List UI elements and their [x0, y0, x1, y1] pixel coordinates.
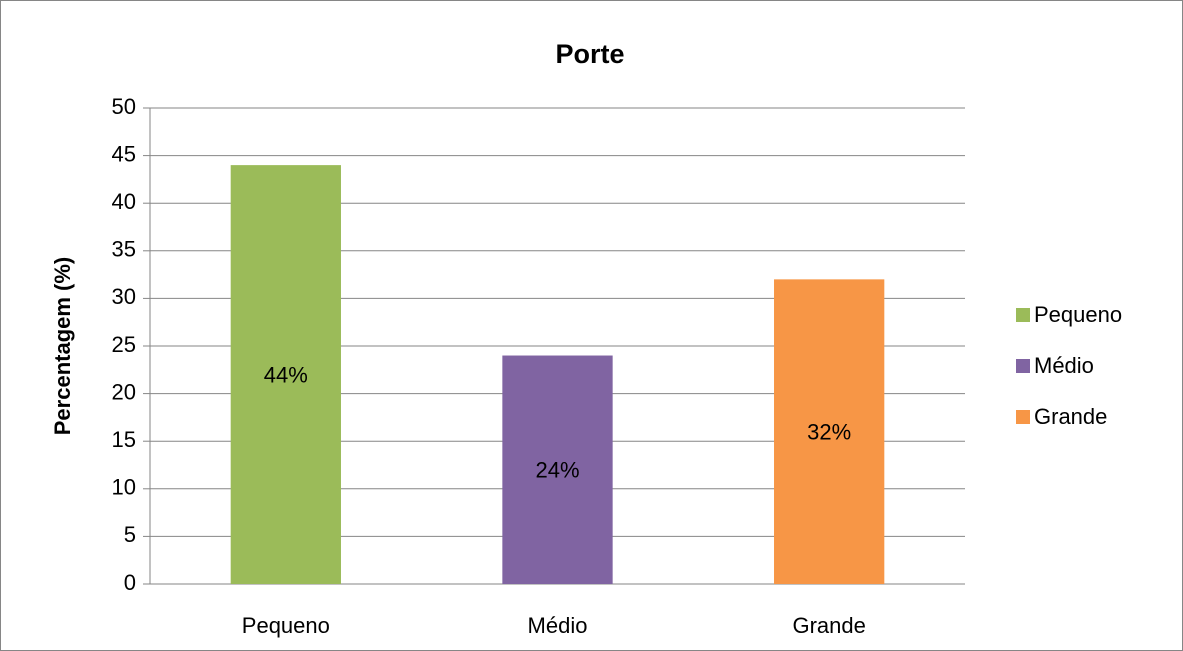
legend-swatch: [1016, 308, 1030, 322]
y-tick-label: 10: [112, 475, 136, 500]
y-tick-label: 40: [112, 189, 136, 214]
y-tick-label: 30: [112, 284, 136, 309]
y-tick-label: 25: [112, 332, 136, 357]
x-tick-label: Pequeno: [242, 613, 330, 638]
x-tick-label: Grande: [792, 613, 865, 638]
bar: [230, 165, 341, 584]
y-tick-label: 35: [112, 237, 136, 262]
data-label: 24%: [535, 458, 579, 483]
bar: [502, 355, 613, 584]
legend-label: Médio: [1034, 353, 1094, 378]
x-tick-label: Médio: [528, 613, 588, 638]
y-tick-label: 15: [112, 427, 136, 452]
chart-title: Porte: [555, 39, 624, 69]
legend-label: Pequeno: [1034, 302, 1122, 327]
legend-label: Grande: [1034, 404, 1107, 429]
y-axis-label: Percentagem (%): [50, 257, 75, 436]
y-tick-label: 45: [112, 141, 136, 166]
y-tick-label: 20: [112, 379, 136, 404]
legend-swatch: [1016, 410, 1030, 424]
data-label: 44%: [264, 362, 308, 387]
y-tick-label: 0: [124, 570, 136, 595]
legend-swatch: [1016, 359, 1030, 373]
y-tick-label: 50: [112, 94, 136, 119]
bar: [774, 279, 885, 584]
y-tick-label: 5: [124, 522, 136, 547]
data-label: 32%: [807, 419, 851, 444]
